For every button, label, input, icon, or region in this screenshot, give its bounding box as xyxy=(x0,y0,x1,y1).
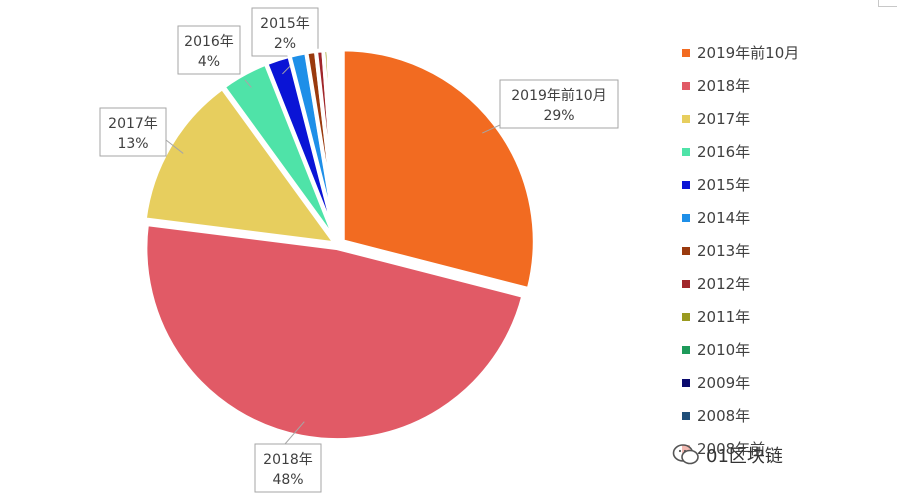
leader-line xyxy=(165,139,184,154)
data-label-percent: 48% xyxy=(272,472,303,488)
data-label-category: 2016年 xyxy=(184,34,234,50)
legend-label: 2018年 xyxy=(697,77,751,95)
legend-label: 2015年 xyxy=(697,176,751,194)
data-label-category: 2018年 xyxy=(263,452,313,468)
legend-swatch xyxy=(682,312,690,321)
data-label-box xyxy=(254,443,322,493)
legend-label: 2016年 xyxy=(697,143,751,161)
legend-swatch xyxy=(682,411,690,420)
legend-item: 2018年 xyxy=(682,69,892,102)
legend-label: 2014年 xyxy=(697,209,751,227)
leader-line xyxy=(244,79,252,88)
data-label-percent: 13% xyxy=(117,136,148,152)
legend-label: 2017年 xyxy=(697,110,751,128)
leader-line xyxy=(284,421,305,445)
data-label-percent: 2% xyxy=(274,36,296,52)
legend-swatch xyxy=(682,213,690,222)
legend-swatch xyxy=(682,48,690,57)
data-label-box xyxy=(177,25,241,75)
legend-item: 2011年 xyxy=(682,300,892,333)
legend-label: 2009年 xyxy=(697,374,751,392)
legend-label: 2013年 xyxy=(697,242,751,260)
legend-swatch xyxy=(682,378,690,387)
legend-item: 2014年 xyxy=(682,201,892,234)
watermark: 01区块链 xyxy=(672,442,783,468)
data-label-box xyxy=(499,79,619,129)
data-label-category: 2017年 xyxy=(108,116,158,132)
legend-item: 2017年 xyxy=(682,102,892,135)
legend-item: 2013年 xyxy=(682,234,892,267)
frame-corner xyxy=(878,0,897,7)
pie-slice xyxy=(340,47,537,292)
legend-label: 2012年 xyxy=(697,275,751,293)
data-label-callout: 2016年 4% xyxy=(177,25,252,88)
data-label-box xyxy=(99,107,167,157)
legend-label: 2019年前10月 xyxy=(697,44,800,62)
data-label-callout: 2017年 13% xyxy=(99,107,184,157)
legend-item: 2012年 xyxy=(682,267,892,300)
legend-swatch xyxy=(682,81,690,90)
legend-item: 2008年 xyxy=(682,399,892,432)
data-label-percent: 29% xyxy=(543,108,574,124)
legend-swatch xyxy=(682,246,690,255)
data-label-callout: 2019年前10月 29% xyxy=(482,79,619,134)
leader-line xyxy=(482,124,501,134)
data-label-percent: 4% xyxy=(198,54,220,70)
legend-swatch xyxy=(682,147,690,156)
chart-legend: 2019年前10月 2018年 2017年 2016年 2015年 2014年 2013年 2… xyxy=(682,36,892,465)
legend-swatch xyxy=(682,345,690,354)
pie-slice xyxy=(334,47,340,242)
legend-label: 2008年 xyxy=(697,407,751,425)
data-label-box xyxy=(251,7,319,57)
legend-item: 2016年 xyxy=(682,135,892,168)
wechat-icon xyxy=(672,444,699,465)
data-label-category: 2019年前10月 xyxy=(511,87,606,104)
legend-swatch xyxy=(682,444,690,453)
pie-slice xyxy=(143,221,526,443)
legend-swatch xyxy=(682,279,690,288)
legend-label: 2011年 xyxy=(697,308,751,326)
legend-item: 2010年 xyxy=(682,333,892,366)
legend-item: 2019年前10月 xyxy=(682,36,892,69)
legend-item: 2015年 xyxy=(682,168,892,201)
legend-swatch xyxy=(682,114,690,123)
data-label-category: 2015年 xyxy=(260,16,310,32)
legend-swatch xyxy=(682,180,690,189)
pie-slice xyxy=(142,85,340,246)
data-label-callout: 2018年 48% xyxy=(254,421,322,493)
legend-item: 2008年前 xyxy=(682,432,892,465)
legend-item: 2009年 xyxy=(682,366,892,399)
legend-label: 2010年 xyxy=(697,341,751,359)
watermark-text: 01区块链 xyxy=(706,446,783,467)
legend-label: 2008年前 xyxy=(697,440,766,458)
